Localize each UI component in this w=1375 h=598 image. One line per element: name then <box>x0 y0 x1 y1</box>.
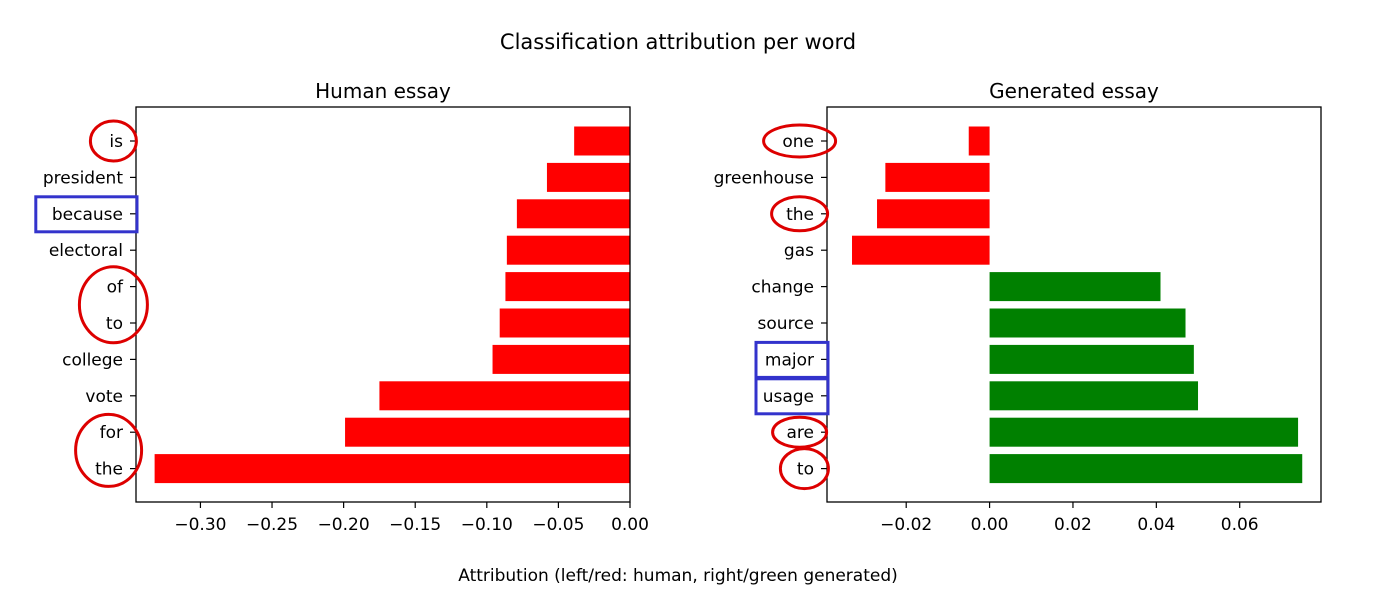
human-bar-the <box>154 454 630 484</box>
generated-bar-the <box>877 199 990 229</box>
human-xtick-label: −0.10 <box>461 515 513 535</box>
generated-ytick-label-change: change <box>751 278 814 298</box>
human-ytick-label-of: of <box>107 278 124 298</box>
generated-bar-are <box>989 417 1299 447</box>
generated-essay-panel: Generated essay one greenhouse the gas change… <box>714 79 1322 535</box>
generated-bar-usage <box>989 381 1199 411</box>
generated-xtick-label: 0.06 <box>1221 515 1259 535</box>
generated-circle-annotation <box>762 123 838 159</box>
human-bar-president <box>546 162 630 192</box>
human-circle-annotation <box>74 412 144 488</box>
human-circle-annotation <box>77 265 149 345</box>
generated-ytick-label-greenhouse: greenhouse <box>714 168 814 188</box>
generated-box-annotation <box>754 377 830 416</box>
human-ytick-label-vote: vote <box>85 387 123 407</box>
human-bar-to <box>499 308 630 338</box>
human-ytick-label-electoral: electoral <box>49 241 123 261</box>
generated-bar-major <box>989 344 1194 374</box>
human-ytick-label-president: president <box>43 168 123 188</box>
human-xtick-label: 0.00 <box>611 515 649 535</box>
human-ytick-label-the: the <box>95 460 123 480</box>
generated-xtick-label: −0.02 <box>880 515 932 535</box>
human-bar-of <box>505 272 630 302</box>
generated-xtick-label: 0.00 <box>971 515 1009 535</box>
generated-ytick-label-usage: usage <box>763 387 814 407</box>
generated-circle-annotation <box>770 195 830 233</box>
generated-xtick-label: 0.04 <box>1137 515 1175 535</box>
human-bar-electoral <box>506 235 630 265</box>
generated-ytick-label-the: the <box>786 205 814 225</box>
generated-panel-title: Generated essay <box>989 79 1159 103</box>
human-xtick-label: −0.25 <box>246 515 298 535</box>
human-xtick-label: −0.30 <box>174 515 226 535</box>
human-bar-college <box>492 344 630 374</box>
generated-bar-source <box>989 308 1186 338</box>
generated-ytick-label-source: source <box>758 314 814 334</box>
human-ytick-label-for: for <box>100 423 123 443</box>
figure-suptitle: Classification attribution per word <box>500 30 856 54</box>
human-axes-frame <box>135 106 631 503</box>
human-xtick-label: −0.05 <box>532 515 584 535</box>
human-box-annotation <box>34 195 139 234</box>
generated-ytick-label-are: are <box>787 423 815 443</box>
generated-bar-to <box>989 454 1303 484</box>
human-xtick-label: −0.20 <box>318 515 370 535</box>
human-bar-is <box>574 126 630 156</box>
generated-bar-gas <box>852 235 990 265</box>
generated-ytick-label-major: major <box>765 350 814 370</box>
generated-ytick-label-one: one <box>782 132 814 152</box>
human-bar-vote <box>379 381 630 411</box>
generated-circle-annotation <box>771 415 829 449</box>
human-ytick-label-to: to <box>106 314 123 334</box>
human-essay-panel: Human essay is president because electoral of… <box>34 79 649 535</box>
human-ytick-label-because: because <box>52 205 123 225</box>
generated-ytick-label-to: to <box>797 460 814 480</box>
human-bar-for <box>345 417 630 447</box>
human-ytick-label-college: college <box>62 350 123 370</box>
generated-bar-greenhouse <box>885 162 990 192</box>
human-panel-title: Human essay <box>315 79 451 103</box>
human-xtick-label: −0.15 <box>389 515 441 535</box>
human-circle-annotation <box>88 119 138 163</box>
generated-xtick-label: 0.02 <box>1054 515 1092 535</box>
human-bar-because <box>516 199 630 229</box>
generated-bar-change <box>989 272 1161 302</box>
human-ytick-label-is: is <box>109 132 123 152</box>
generated-bar-one <box>968 126 990 156</box>
generated-ytick-label-gas: gas <box>784 241 814 261</box>
generated-axes-frame <box>826 106 1322 503</box>
figure-xlabel: Attribution (left/red: human, right/gree… <box>458 566 898 586</box>
generated-circle-annotation <box>778 447 830 491</box>
